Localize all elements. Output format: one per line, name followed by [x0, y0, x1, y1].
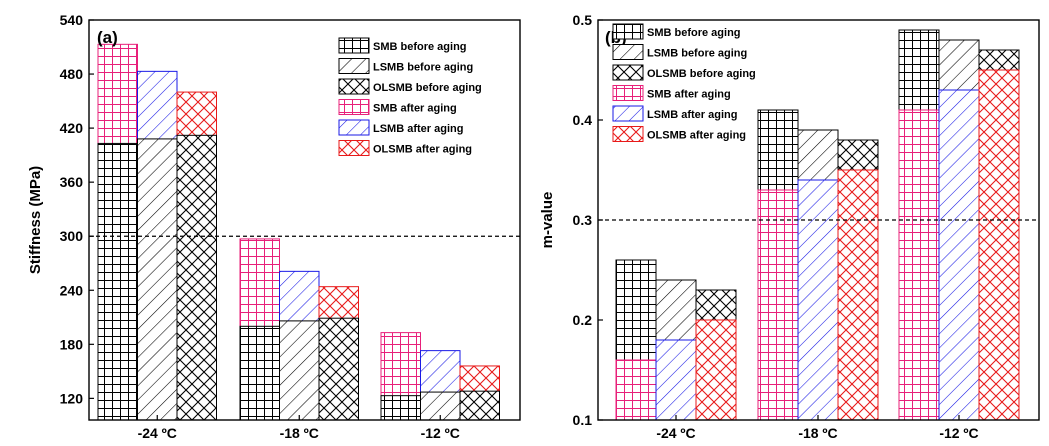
bar-lsmb-before-aging-18-c [279, 320, 320, 421]
panel-label: (a) [97, 28, 118, 47]
bar-lsmb-before-aging-24-c [137, 138, 178, 421]
y-tick-label: 0.2 [573, 312, 593, 328]
legend-label: LSMB before aging [647, 48, 747, 60]
y-tick-label: 0.1 [573, 412, 593, 428]
bar-smb-before-aging-12-c [380, 395, 421, 421]
legend-label: OLSMB before aging [647, 68, 756, 80]
bar-smb-before-aging-24-c [97, 142, 138, 421]
y-tick-label: 0.3 [573, 212, 593, 228]
x-tick-label: -18 ºC [280, 425, 319, 441]
y-tick-label: 300 [60, 228, 84, 244]
bar-smb-after-aging-18-c [757, 189, 799, 421]
y-axis-title: Stiffness (MPa) [27, 166, 44, 274]
legend-swatch [338, 119, 370, 136]
legend-label: LSMB before aging [373, 62, 473, 74]
x-tick-label: -12 ºC [939, 425, 978, 441]
bar-lsmb-after-aging-24-c [655, 339, 697, 421]
y-tick-label: 420 [60, 120, 84, 136]
y-tick-label: 360 [60, 174, 84, 190]
legend-swatch [338, 140, 370, 156]
y-axis-title: m-value [539, 192, 556, 249]
legend-label: OLSMB before aging [373, 82, 482, 94]
legend-swatch [612, 44, 644, 60]
bar-olsmb-after-aging-24-c [695, 319, 737, 421]
bar-olsmb-before-aging-24-c [176, 134, 217, 421]
y-tick-label: 540 [60, 12, 84, 28]
x-tick-label: -12 ºC [421, 425, 460, 441]
y-tick-label: 180 [60, 336, 84, 352]
plot-frame [88, 19, 521, 421]
legend-swatch [612, 23, 644, 40]
y-tick-label: 240 [60, 282, 84, 298]
panel-a: 120 180 240 300 360 420 480 540 -24 ºC -18 ºC -12 … [27, 12, 521, 441]
legend-swatch [338, 78, 370, 95]
y-tick-label: 0.4 [573, 112, 593, 128]
legend-swatch [338, 37, 370, 54]
legend-label: SMB after aging [373, 103, 457, 115]
legend: SMB before aging LSMB before aging OLSMB b… [338, 37, 482, 156]
legend-swatch [612, 64, 644, 81]
legend-label: SMB after aging [647, 89, 731, 101]
bar-lsmb-after-aging-12-c [938, 89, 980, 421]
legend-label: SMB before aging [647, 27, 741, 39]
legend-swatch [612, 126, 644, 142]
bar-smb-after-aging-12-c [898, 109, 940, 421]
bar-smb-before-aging-18-c [239, 325, 280, 421]
panel-b: 0.1 0.2 0.3 0.4 0.5 -24 ºC -18 ºC -12 ºC m-value… [539, 12, 1040, 441]
legend-label: OLSMB after aging [647, 130, 746, 142]
legend-swatch [612, 105, 644, 122]
bar-smb-after-aging-24-c [615, 359, 657, 421]
legend: SMB before aging LSMB before aging OLSMB b… [612, 23, 756, 142]
legend-swatch [338, 58, 370, 74]
y-tick-label: 0.5 [573, 12, 593, 28]
x-tick-label: -24 ºC [138, 425, 177, 441]
x-tick-label: -18 ºC [798, 425, 837, 441]
legend-label: LSMB after aging [373, 123, 463, 135]
legend-label: SMB before aging [373, 41, 467, 53]
legend-label: OLSMB after aging [373, 144, 472, 156]
y-tick-label: 480 [60, 66, 84, 82]
bar-olsmb-before-aging-12-c [459, 390, 500, 421]
bar-olsmb-after-aging-12-c [978, 69, 1020, 421]
x-tick-label: -24 ºC [656, 425, 695, 441]
legend-label: LSMB after aging [647, 109, 737, 121]
bar-olsmb-after-aging-18-c [837, 169, 879, 421]
bar-olsmb-before-aging-18-c [318, 317, 359, 421]
legend-swatch [338, 99, 370, 115]
y-tick-label: 120 [60, 390, 84, 406]
bar-lsmb-after-aging-18-c [797, 179, 839, 421]
legend-swatch [612, 85, 644, 101]
